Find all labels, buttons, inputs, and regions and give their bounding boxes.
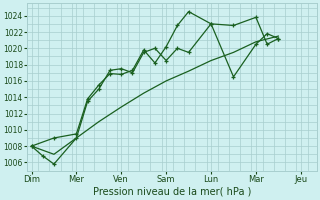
X-axis label: Pression niveau de la mer( hPa ): Pression niveau de la mer( hPa ) [92, 187, 251, 197]
